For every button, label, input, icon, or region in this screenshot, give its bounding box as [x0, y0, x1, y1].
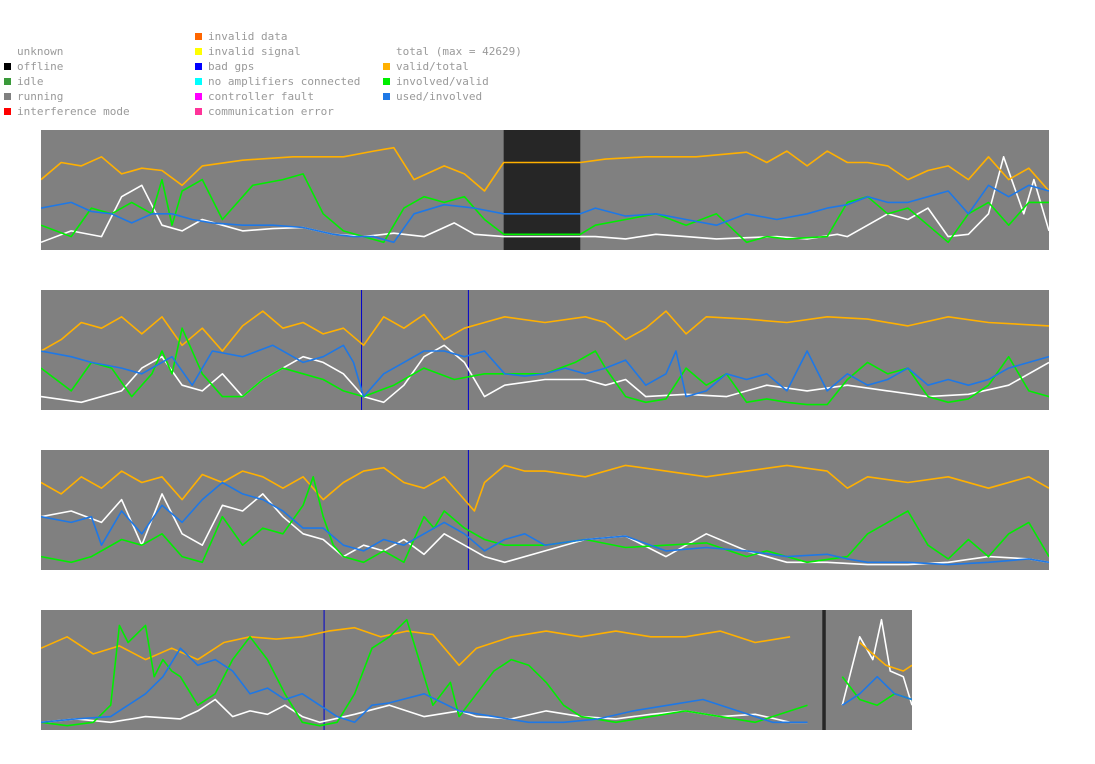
legend-label: no amplifiers connected: [208, 75, 361, 88]
legend-item-used-involved: used/involved: [383, 89, 522, 104]
series-used-involved: [41, 481, 1049, 566]
legend-item-valid-total: valid/total: [383, 59, 522, 74]
legend-item-unknown: unknown: [4, 44, 130, 59]
panel-background: [41, 610, 912, 730]
legend-swatch: [4, 93, 11, 100]
legend-swatch: [195, 48, 202, 55]
legend-swatch: [195, 108, 202, 115]
series-involved-valid: [41, 476, 1049, 564]
legend-status: unknown offline idle running interferenc…: [4, 44, 130, 119]
legend-swatch: [4, 108, 11, 115]
legend-item-invalid-signal: invalid signal: [195, 44, 360, 59]
chart-panel-4: [41, 610, 912, 730]
legend-faults: invalid data invalid signal bad gps no a…: [195, 29, 361, 119]
series-total: [41, 344, 1049, 404]
offline-interval: [822, 610, 826, 730]
legend-swatch: [4, 48, 11, 55]
legend-label: total (max = 42629): [396, 45, 522, 58]
legend-label: invalid data: [208, 30, 288, 43]
legend-label: offline: [17, 60, 64, 73]
legend-item-invalid-data: invalid data: [195, 29, 360, 44]
legend-label: involved/valid: [396, 75, 489, 88]
legend-item-involved-valid: involved/valid: [383, 74, 522, 89]
legend-label: communication error: [208, 105, 334, 118]
legend-item-running: running: [4, 89, 130, 104]
series-involved-valid: [41, 327, 1049, 406]
series-valid-total: [41, 464, 1049, 512]
legend-swatch: [383, 63, 390, 70]
legend-label: controller fault: [208, 90, 314, 103]
legend-swatch: [195, 93, 202, 100]
legend-item-no-amplifiers: no amplifiers connected: [195, 74, 361, 89]
chart-panel-1: [41, 130, 1049, 250]
legend-swatch: [383, 78, 390, 85]
legend-swatch: [195, 33, 202, 40]
legend-swatch: [383, 48, 390, 55]
legend-label: valid/total: [396, 60, 469, 73]
series-valid-total: [41, 310, 1049, 352]
legend-item-controller-fault: controller fault: [195, 89, 360, 104]
chart-panel-2: [41, 290, 1049, 410]
series-valid-total: [41, 146, 1049, 192]
legend-label: bad gps: [208, 60, 255, 73]
legend-swatch: [383, 93, 390, 100]
legend-item-communication-error: communication error: [195, 104, 360, 119]
legend-label: used/involved: [396, 90, 483, 103]
series-valid-total: [41, 626, 912, 672]
legend-item-bad-gps: bad gps: [195, 59, 360, 74]
legend-label: invalid signal: [208, 45, 301, 58]
series-involved-valid: [41, 173, 1049, 244]
legend-ratios: total (max = 42629) valid/total involved…: [383, 44, 522, 104]
legend-swatch: [195, 78, 202, 85]
series-used-involved: [41, 184, 1049, 244]
legend-label: idle: [17, 75, 44, 88]
offline-interval: [503, 130, 581, 250]
series-total: [41, 493, 1049, 566]
legend-item-total: total (max = 42629): [383, 44, 522, 59]
series-used-involved: [41, 647, 912, 724]
legend-item-offline: offline: [4, 59, 130, 74]
legend-swatch: [195, 63, 202, 70]
panel-background: [41, 450, 1049, 570]
legend-swatch: [4, 63, 11, 70]
legend-label: running: [17, 90, 64, 103]
legend-item-idle: idle: [4, 74, 130, 89]
series-used-involved: [41, 344, 1049, 398]
legend-label: unknown: [17, 45, 64, 58]
legend-item-interference-mode: interference mode: [4, 104, 130, 119]
legend-swatch: [4, 78, 11, 85]
chart-panel-3: [41, 450, 1049, 570]
series-total: [41, 618, 912, 724]
legend-label: interference mode: [17, 105, 130, 118]
